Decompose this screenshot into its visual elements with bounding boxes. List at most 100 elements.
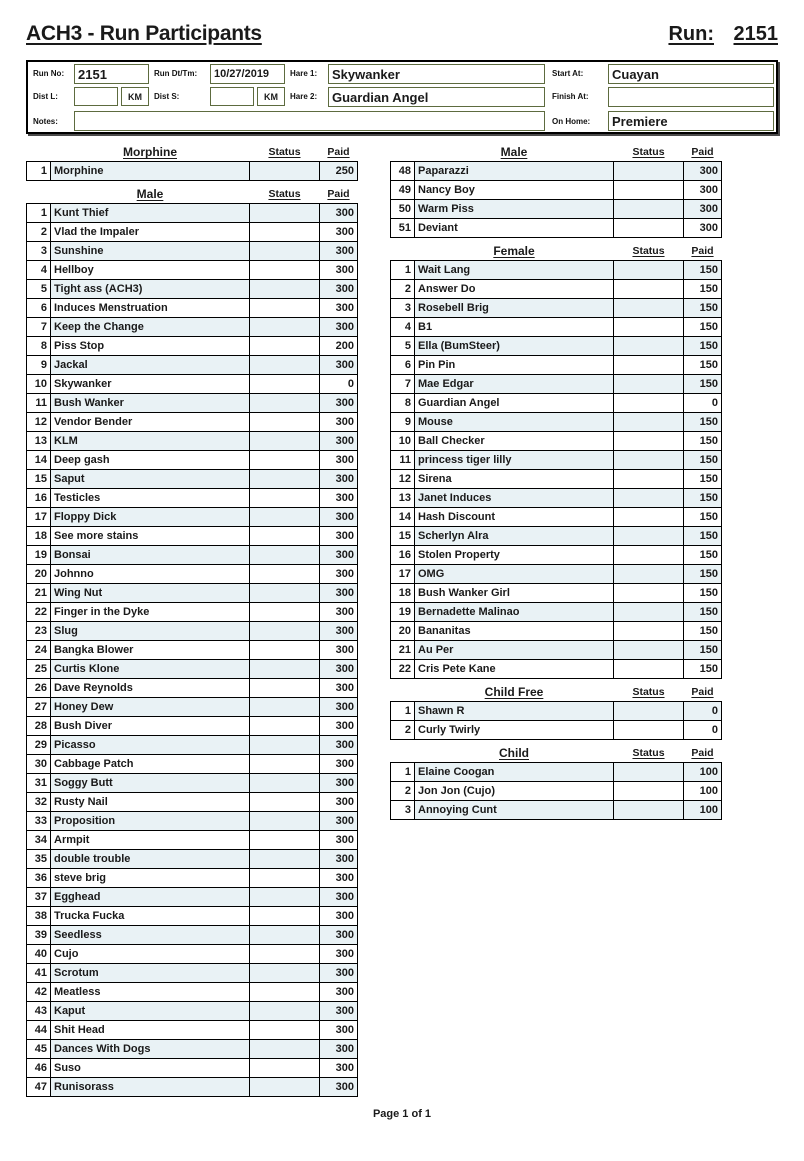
participant-status[interactable] xyxy=(249,906,320,926)
participant-status[interactable] xyxy=(249,773,320,793)
participant-status[interactable] xyxy=(613,336,684,356)
participant-status[interactable] xyxy=(249,925,320,945)
table-row[interactable]: 25 Curtis Klone 300 xyxy=(26,659,358,679)
table-row[interactable]: 49 Nancy Boy 300 xyxy=(390,180,722,200)
participant-status[interactable] xyxy=(249,374,320,394)
run-no-field[interactable]: 2151 xyxy=(74,64,149,84)
participant-paid[interactable]: 100 xyxy=(683,800,722,820)
participant-status[interactable] xyxy=(613,469,684,489)
participant-status[interactable] xyxy=(249,640,320,660)
participant-paid[interactable]: 0 xyxy=(683,701,722,721)
participant-paid[interactable]: 300 xyxy=(319,773,358,793)
participant-paid[interactable]: 150 xyxy=(683,336,722,356)
table-row[interactable]: 48 Paparazzi 300 xyxy=(390,161,722,181)
participant-name[interactable]: Scherlyn Alra xyxy=(414,526,614,546)
participant-paid[interactable]: 300 xyxy=(319,697,358,717)
table-row[interactable]: 1 Kunt Thief 300 xyxy=(26,203,358,223)
participant-name[interactable]: Induces Menstruation xyxy=(50,298,250,318)
participant-paid[interactable]: 200 xyxy=(319,336,358,356)
table-row[interactable]: 4 B1 150 xyxy=(390,317,722,337)
participant-paid[interactable]: 0 xyxy=(683,720,722,740)
participant-name[interactable]: Johnno xyxy=(50,564,250,584)
participant-name[interactable]: Elaine Coogan xyxy=(414,762,614,782)
table-row[interactable]: 38 Trucka Fucka 300 xyxy=(26,906,358,926)
finish-at-field[interactable] xyxy=(608,87,774,107)
participant-status[interactable] xyxy=(613,800,684,820)
participant-paid[interactable]: 300 xyxy=(319,203,358,223)
participant-name[interactable]: Cris Pete Kane xyxy=(414,659,614,679)
participant-name[interactable]: Suso xyxy=(50,1058,250,1078)
participant-name[interactable]: Runisorass xyxy=(50,1077,250,1097)
participant-status[interactable] xyxy=(613,412,684,432)
participant-status[interactable] xyxy=(613,762,684,782)
participant-name[interactable]: Testicles xyxy=(50,488,250,508)
participant-name[interactable]: KLM xyxy=(50,431,250,451)
participant-name[interactable]: Shawn R xyxy=(414,701,614,721)
participant-name[interactable]: Floppy Dick xyxy=(50,507,250,527)
participant-status[interactable] xyxy=(249,982,320,1002)
participant-name[interactable]: Ella (BumSteer) xyxy=(414,336,614,356)
table-row[interactable]: 42 Meatless 300 xyxy=(26,982,358,1002)
participant-name[interactable]: Wait Lang xyxy=(414,260,614,280)
participant-status[interactable] xyxy=(249,659,320,679)
dist-long-field[interactable] xyxy=(74,87,118,106)
table-row[interactable]: 20 Johnno 300 xyxy=(26,564,358,584)
table-row[interactable]: 11 princess tiger lilly 150 xyxy=(390,450,722,470)
participant-status[interactable] xyxy=(613,355,684,375)
table-row[interactable]: 5 Tight ass (ACH3) 300 xyxy=(26,279,358,299)
participant-name[interactable]: Mae Edgar xyxy=(414,374,614,394)
participant-paid[interactable]: 300 xyxy=(319,659,358,679)
participant-name[interactable]: Armpit xyxy=(50,830,250,850)
participant-name[interactable]: Saput xyxy=(50,469,250,489)
participant-paid[interactable]: 300 xyxy=(319,450,358,470)
table-row[interactable]: 16 Testicles 300 xyxy=(26,488,358,508)
table-row[interactable]: 17 Floppy Dick 300 xyxy=(26,507,358,527)
table-row[interactable]: 1 Shawn R 0 xyxy=(390,701,722,721)
participant-name[interactable]: Proposition xyxy=(50,811,250,831)
participant-status[interactable] xyxy=(249,241,320,261)
participant-status[interactable] xyxy=(249,469,320,489)
participant-name[interactable]: OMG xyxy=(414,564,614,584)
participant-paid[interactable]: 100 xyxy=(683,781,722,801)
table-row[interactable]: 15 Saput 300 xyxy=(26,469,358,489)
participant-paid[interactable]: 300 xyxy=(319,963,358,983)
table-row[interactable]: 29 Picasso 300 xyxy=(26,735,358,755)
participant-paid[interactable]: 0 xyxy=(683,393,722,413)
participant-status[interactable] xyxy=(249,678,320,698)
participant-paid[interactable]: 300 xyxy=(319,412,358,432)
table-row[interactable]: 1 Morphine 250 xyxy=(26,161,358,181)
table-row[interactable]: 34 Armpit 300 xyxy=(26,830,358,850)
table-row[interactable]: 15 Scherlyn Alra 150 xyxy=(390,526,722,546)
participant-status[interactable] xyxy=(249,450,320,470)
participant-status[interactable] xyxy=(249,1058,320,1078)
participant-paid[interactable]: 300 xyxy=(319,545,358,565)
participant-paid[interactable]: 300 xyxy=(319,488,358,508)
participant-name[interactable]: Bush Wanker xyxy=(50,393,250,413)
participant-name[interactable]: Seedless xyxy=(50,925,250,945)
participant-status[interactable] xyxy=(613,781,684,801)
participant-paid[interactable]: 300 xyxy=(319,241,358,261)
participant-name[interactable]: Slug xyxy=(50,621,250,641)
participant-name[interactable]: Bonsai xyxy=(50,545,250,565)
participant-paid[interactable]: 150 xyxy=(683,450,722,470)
table-row[interactable]: 13 Janet Induces 150 xyxy=(390,488,722,508)
table-row[interactable]: 45 Dances With Dogs 300 xyxy=(26,1039,358,1059)
participant-name[interactable]: Jackal xyxy=(50,355,250,375)
table-row[interactable]: 26 Dave Reynolds 300 xyxy=(26,678,358,698)
participant-status[interactable] xyxy=(249,716,320,736)
participant-name[interactable]: Bush Wanker Girl xyxy=(414,583,614,603)
participant-paid[interactable]: 150 xyxy=(683,545,722,565)
participant-paid[interactable]: 300 xyxy=(319,640,358,660)
participant-status[interactable] xyxy=(613,507,684,527)
table-row[interactable]: 10 Skywanker 0 xyxy=(26,374,358,394)
participant-name[interactable]: Curtis Klone xyxy=(50,659,250,679)
table-row[interactable]: 37 Egghead 300 xyxy=(26,887,358,907)
table-row[interactable]: 28 Bush Diver 300 xyxy=(26,716,358,736)
table-row[interactable]: 35 double trouble 300 xyxy=(26,849,358,869)
table-row[interactable]: 27 Honey Dew 300 xyxy=(26,697,358,717)
participant-paid[interactable]: 150 xyxy=(683,488,722,508)
table-row[interactable]: 31 Soggy Butt 300 xyxy=(26,773,358,793)
table-row[interactable]: 8 Piss Stop 200 xyxy=(26,336,358,356)
table-row[interactable]: 39 Seedless 300 xyxy=(26,925,358,945)
participant-paid[interactable]: 300 xyxy=(319,602,358,622)
